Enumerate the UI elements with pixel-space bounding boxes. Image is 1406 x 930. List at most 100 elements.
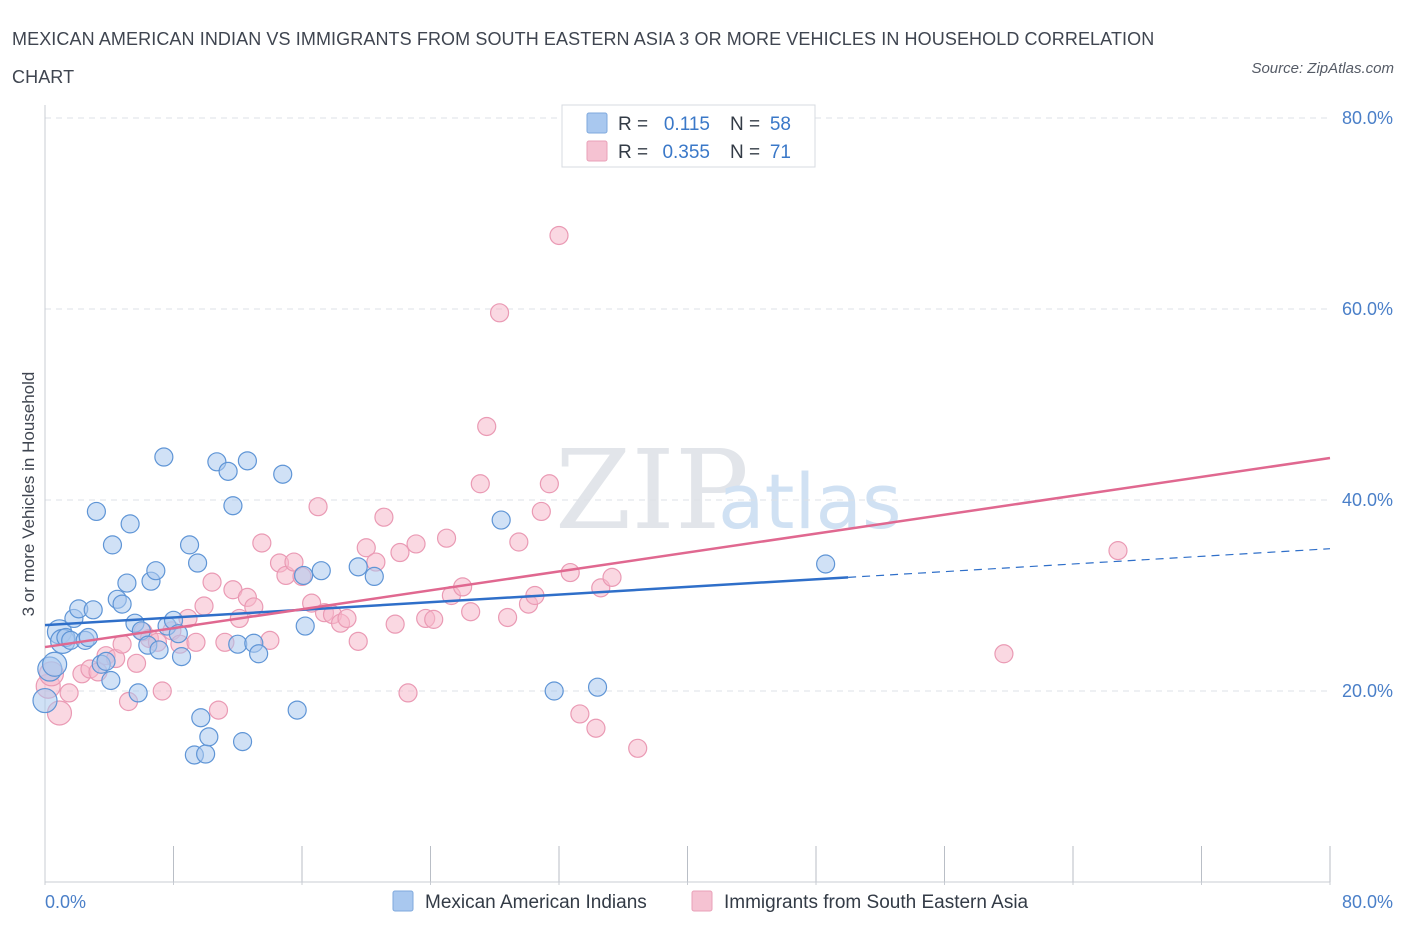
legend-bottom: Mexican American Indians Immigrants from…	[392, 890, 1029, 913]
x-tick-label-min: 0.0%	[45, 892, 86, 912]
y-axis-title: 3 or more Vehicles in Household	[19, 372, 38, 617]
immigrants-point-41	[356, 538, 376, 558]
y-tick-label-20: 20.0%	[1342, 681, 1393, 701]
mexican-point-52	[348, 557, 368, 577]
immigrants-point-56	[489, 303, 510, 323]
mexican-point-46	[249, 644, 269, 664]
mexican-point-44	[237, 451, 257, 471]
y-tick-label-60: 60.0%	[1342, 299, 1393, 319]
mexican-point-40	[218, 461, 238, 481]
immigrants-point-66	[586, 718, 606, 738]
source-note: Source: ZipAtlas.com	[1251, 60, 1394, 77]
immigrants-point-3	[59, 683, 79, 703]
mexican-point-32	[171, 647, 192, 667]
immigrants-point-54	[470, 474, 490, 494]
mexican-point-16	[102, 535, 123, 555]
mexican-point-0	[32, 687, 58, 714]
mexican-point-50	[295, 616, 315, 636]
watermark-atlas: atlas	[718, 457, 902, 546]
x-tick-label-max: 80.0%	[1342, 892, 1393, 912]
immigrants-point-43	[374, 507, 394, 527]
mexican-point-48	[287, 700, 307, 720]
mexican-point-10	[78, 627, 98, 648]
legend-r-value-1: 0.115	[664, 114, 710, 135]
watermark-zip: ZIP	[555, 426, 749, 554]
mexican-point-57	[816, 554, 836, 574]
immigrants-point-64	[560, 562, 580, 583]
legend-bottom-label-pink: Immigrants from South Eastern Asia	[724, 892, 1029, 913]
immigrants-point-71	[1108, 541, 1128, 561]
mexican-point-41	[223, 496, 243, 516]
immigrants-point-63	[549, 225, 569, 246]
immigrants-point-50	[436, 528, 457, 548]
mexican-point-49	[294, 565, 314, 586]
legend-r-value-2: 0.355	[662, 142, 710, 163]
immigrants-point-49	[424, 609, 444, 629]
mexican-point-55	[544, 681, 564, 701]
mexican-point-47	[273, 464, 293, 484]
legend-r-label-1: R =	[618, 114, 648, 135]
legend-n-label-1: N =	[730, 114, 760, 135]
immigrants-point-32	[284, 552, 304, 572]
trend-line-mexican-extrapolated	[848, 548, 1331, 578]
legend-bottom-swatch-pink	[691, 890, 713, 912]
mexican-point-36	[191, 708, 211, 728]
immigrants-point-53	[461, 602, 481, 622]
mexican-point-35	[187, 553, 208, 573]
mexican-point-26	[146, 561, 166, 581]
mexican-point-43	[232, 732, 253, 752]
immigrants-point-61	[531, 501, 551, 522]
mexican-point-54	[491, 510, 511, 530]
trend-line-mexican	[44, 576, 849, 627]
mexican-point-11	[83, 600, 103, 620]
immigrants-point-15	[152, 681, 172, 701]
mexican-point-38	[199, 727, 219, 747]
immigrants-point-46	[398, 683, 418, 703]
immigrants-point-20	[194, 596, 214, 616]
mexican-point-12	[86, 501, 107, 522]
legend-n-label-2: N =	[730, 142, 760, 163]
mexican-point-28	[154, 447, 174, 467]
mexican-point-19	[117, 573, 137, 593]
immigrants-point-68	[602, 567, 622, 587]
immigrants-point-70	[994, 644, 1014, 664]
legend-swatch-blue	[586, 112, 608, 134]
immigrants-point-47	[406, 534, 426, 554]
legend-r-label-2: R =	[618, 142, 648, 163]
mexican-point-22	[128, 683, 148, 703]
immigrants-point-69	[628, 738, 648, 758]
chart-title: MEXICAN AMERICAN INDIAN VS IMMIGRANTS FR…	[12, 29, 1155, 87]
mexican-point-33	[179, 535, 200, 555]
immigrants-point-28	[252, 533, 272, 553]
legend-n-value-1: 58	[770, 114, 791, 135]
trend-lines	[44, 456, 1331, 649]
immigrants-point-35	[308, 497, 328, 517]
mexican-point-42	[228, 634, 248, 654]
y-tick-label-80: 80.0%	[1342, 108, 1393, 128]
series-mexican-points	[32, 447, 836, 765]
immigrants-point-39	[337, 608, 357, 629]
immigrants-point-45	[390, 542, 410, 563]
immigrants-point-57	[498, 607, 518, 628]
immigrants-point-40	[348, 631, 368, 651]
legend-top: R = 0.115 N = 58 R = 0.355 N = 71	[561, 104, 816, 168]
x-ticks	[44, 882, 1331, 885]
mexican-point-18	[112, 594, 132, 614]
y-tick-label-40: 40.0%	[1342, 490, 1393, 510]
immigrants-point-19	[186, 632, 206, 652]
immigrants-point-62	[539, 474, 559, 494]
immigrants-point-44	[385, 614, 405, 634]
mexican-point-53	[364, 566, 384, 587]
immigrants-point-21	[202, 572, 222, 592]
trend-line-immigrants	[44, 456, 1331, 649]
mexican-point-20	[120, 514, 140, 534]
legend-swatch-pink	[586, 140, 608, 162]
mexican-point-15	[101, 670, 121, 691]
legend-bottom-swatch-blue	[392, 890, 414, 912]
immigrants-point-22	[208, 700, 229, 720]
legend-n-value-2: 71	[770, 142, 791, 163]
immigrants-point-58	[509, 532, 529, 552]
legend-bottom-label-blue: Mexican American Indians	[425, 892, 647, 913]
immigrants-point-55	[477, 416, 497, 437]
